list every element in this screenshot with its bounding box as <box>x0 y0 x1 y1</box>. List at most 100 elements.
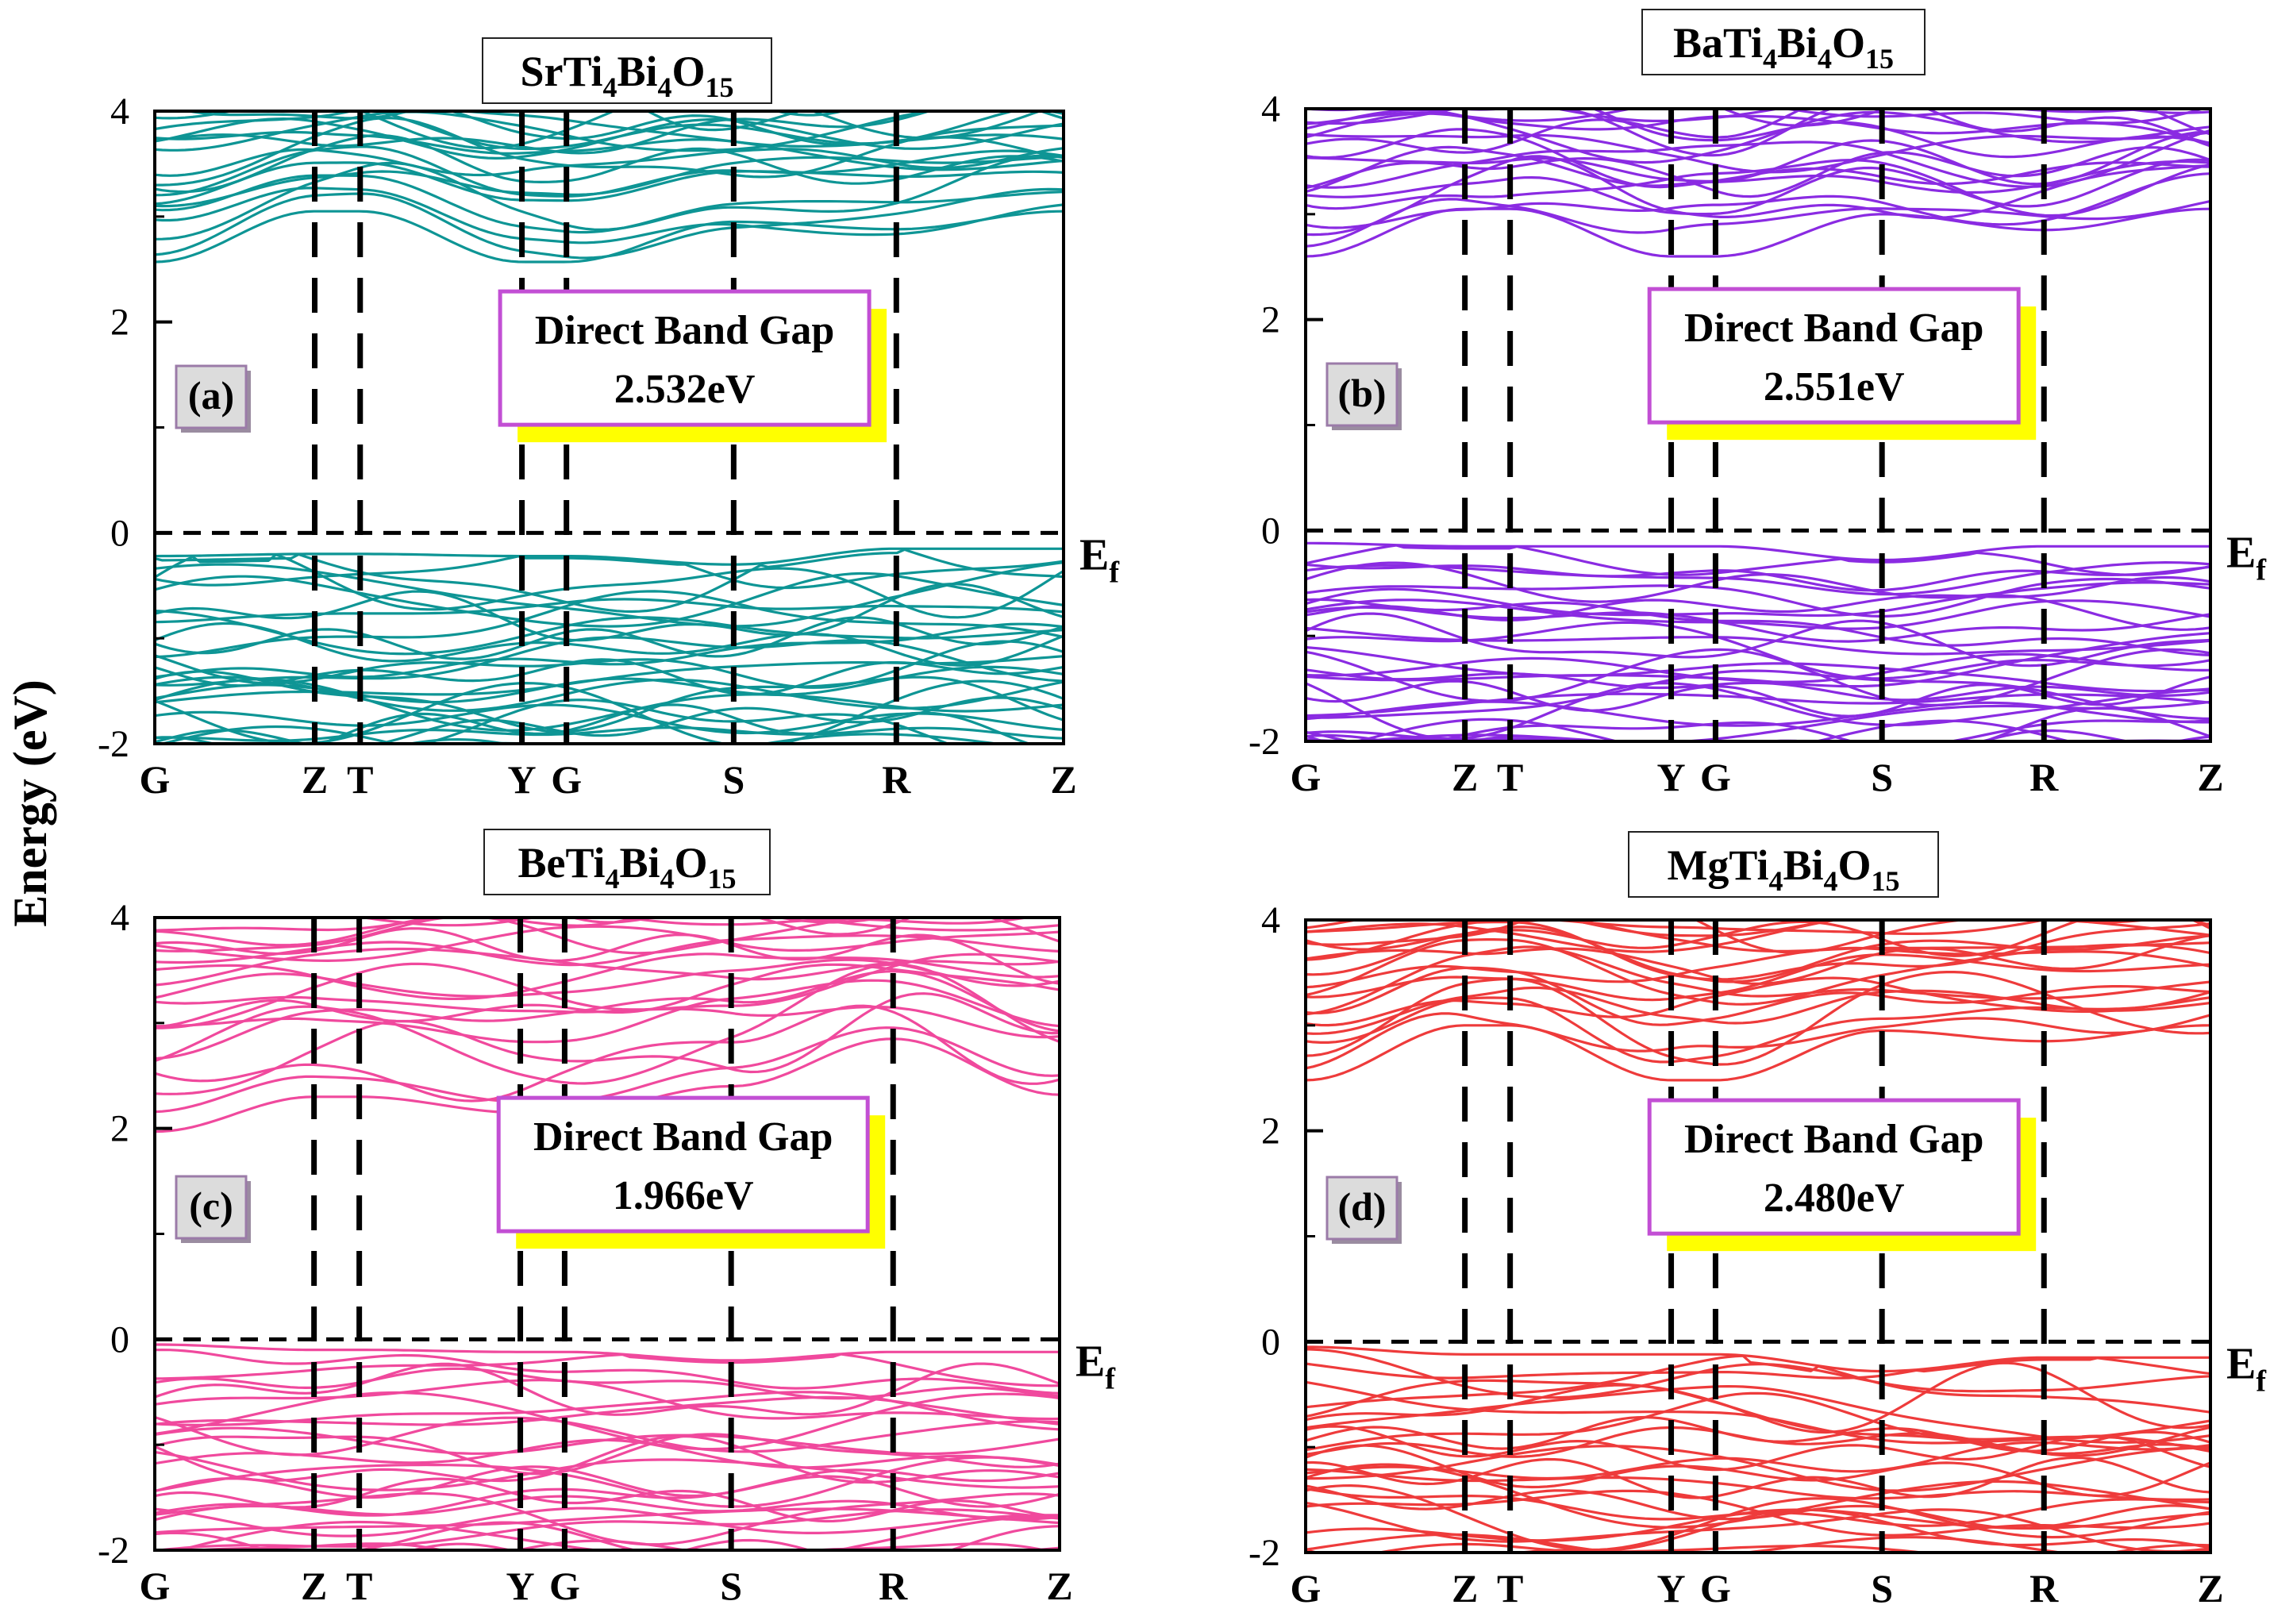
title-sub: 4 <box>1763 43 1777 75</box>
band-line <box>1306 1445 2210 1492</box>
band-line <box>155 548 1064 614</box>
gap-box-heading: Direct Band Gap <box>535 308 835 353</box>
band-line <box>455 741 1064 744</box>
band-line <box>1306 976 2210 1027</box>
title-part: MgTi <box>1667 841 1768 889</box>
band-line <box>1449 109 2210 157</box>
y-tick-label: -2 <box>1248 1532 1280 1574</box>
panel-letter: (a) <box>188 373 234 418</box>
band-line <box>155 210 1064 264</box>
gap-box-value: 2.480eV <box>1764 1176 1905 1221</box>
band-line <box>1306 966 2210 1026</box>
x-tick-label-G: G <box>140 757 171 802</box>
gap-box <box>496 1095 870 1233</box>
band-line <box>1306 668 2210 702</box>
band-line <box>1306 621 2210 680</box>
y-tick-label: 0 <box>110 512 129 554</box>
title-box <box>1628 831 1939 898</box>
band-line <box>1306 1426 2210 1458</box>
x-tick-label-Z: Z <box>302 757 328 802</box>
band-line <box>1306 109 1891 127</box>
band-line <box>1306 1024 2210 1082</box>
band-line <box>1306 946 2210 989</box>
band-line <box>155 1450 1060 1491</box>
band-line <box>155 1391 1060 1451</box>
band-line <box>155 925 1060 962</box>
title-sub: 15 <box>708 863 737 895</box>
band-line <box>155 696 1064 744</box>
band-lines <box>155 111 1064 744</box>
y-tick-label: 0 <box>110 1318 129 1360</box>
band-line <box>155 147 1064 177</box>
title-part: SrTi <box>520 48 602 95</box>
band-line <box>155 133 1064 194</box>
band-line <box>155 958 1060 999</box>
band-line <box>1306 598 2210 630</box>
y-tick-label: -2 <box>98 1530 129 1572</box>
band-line <box>1306 1357 2210 1380</box>
gap-box-heading: Direct Band Gap <box>1684 1117 1984 1162</box>
y-tick-label: 4 <box>110 897 129 939</box>
band-line <box>155 726 1064 742</box>
band-line <box>1306 920 2210 954</box>
band-line <box>1306 1383 2210 1457</box>
x-tick-label-Z: Z <box>1452 755 1478 799</box>
band-line <box>155 547 1064 566</box>
band-line <box>1306 945 2210 1016</box>
band-line <box>155 130 1064 171</box>
band-line <box>1306 920 2210 957</box>
band-line <box>1306 207 2210 258</box>
band-line <box>155 111 1064 152</box>
x-tick-label-G: G <box>551 757 582 802</box>
band-lines <box>1306 920 2210 1591</box>
title-part: O <box>1838 841 1872 889</box>
band-line <box>155 1415 1060 1457</box>
band-line <box>1306 1501 2210 1553</box>
title-sub: 15 <box>1872 865 1900 897</box>
band-line <box>1306 172 2210 229</box>
band-line <box>155 934 1060 967</box>
title-part: Bi <box>1777 19 1818 67</box>
x-tick-label-S: S <box>722 757 744 802</box>
band-line <box>1306 544 2210 576</box>
band-line <box>1306 1557 2210 1591</box>
gap-box-heading: Direct Band Gap <box>1684 306 1984 351</box>
band-line <box>1541 920 2050 935</box>
band-line <box>155 187 1064 244</box>
band-line <box>155 1508 1060 1550</box>
band-line <box>155 1367 1060 1400</box>
title-part: Bi <box>1783 841 1823 889</box>
panel-letter: (d) <box>1337 1184 1386 1229</box>
x-tick-label-T: T <box>1497 1566 1523 1611</box>
gap-box-value: 2.532eV <box>614 367 756 412</box>
gap-box <box>1647 1098 2021 1236</box>
band-line <box>1306 109 2210 154</box>
y-tick-label: -2 <box>1248 721 1280 763</box>
panel-title: SrTi4Bi4O15 <box>520 48 733 103</box>
band-line <box>1306 612 2210 668</box>
band-line <box>183 111 805 132</box>
band-line <box>1539 1545 2210 1553</box>
title-sub: 4 <box>605 863 619 895</box>
y-axis-label: Energy (eV) <box>4 679 56 927</box>
title-sub: 15 <box>706 71 734 103</box>
x-tick-label-Z: Z <box>1452 1566 1478 1611</box>
band-line <box>1306 541 2210 562</box>
band-line <box>155 1495 1060 1521</box>
gap-box <box>498 289 871 427</box>
band-line <box>403 738 952 744</box>
band-line <box>155 571 1064 628</box>
panel-title: BaTi4Bi4O15 <box>1673 19 1894 75</box>
band-line <box>155 1465 1060 1508</box>
band-line <box>155 1004 1060 1103</box>
band-line <box>1306 561 2210 603</box>
band-line <box>1306 1468 2210 1501</box>
gap-box-value: 1.966eV <box>613 1173 754 1218</box>
y-tick-label: 2 <box>110 1108 129 1150</box>
band-line <box>1306 598 2210 656</box>
title-box <box>483 829 771 895</box>
band-line <box>1306 158 2210 216</box>
title-part: BaTi <box>1673 19 1763 67</box>
